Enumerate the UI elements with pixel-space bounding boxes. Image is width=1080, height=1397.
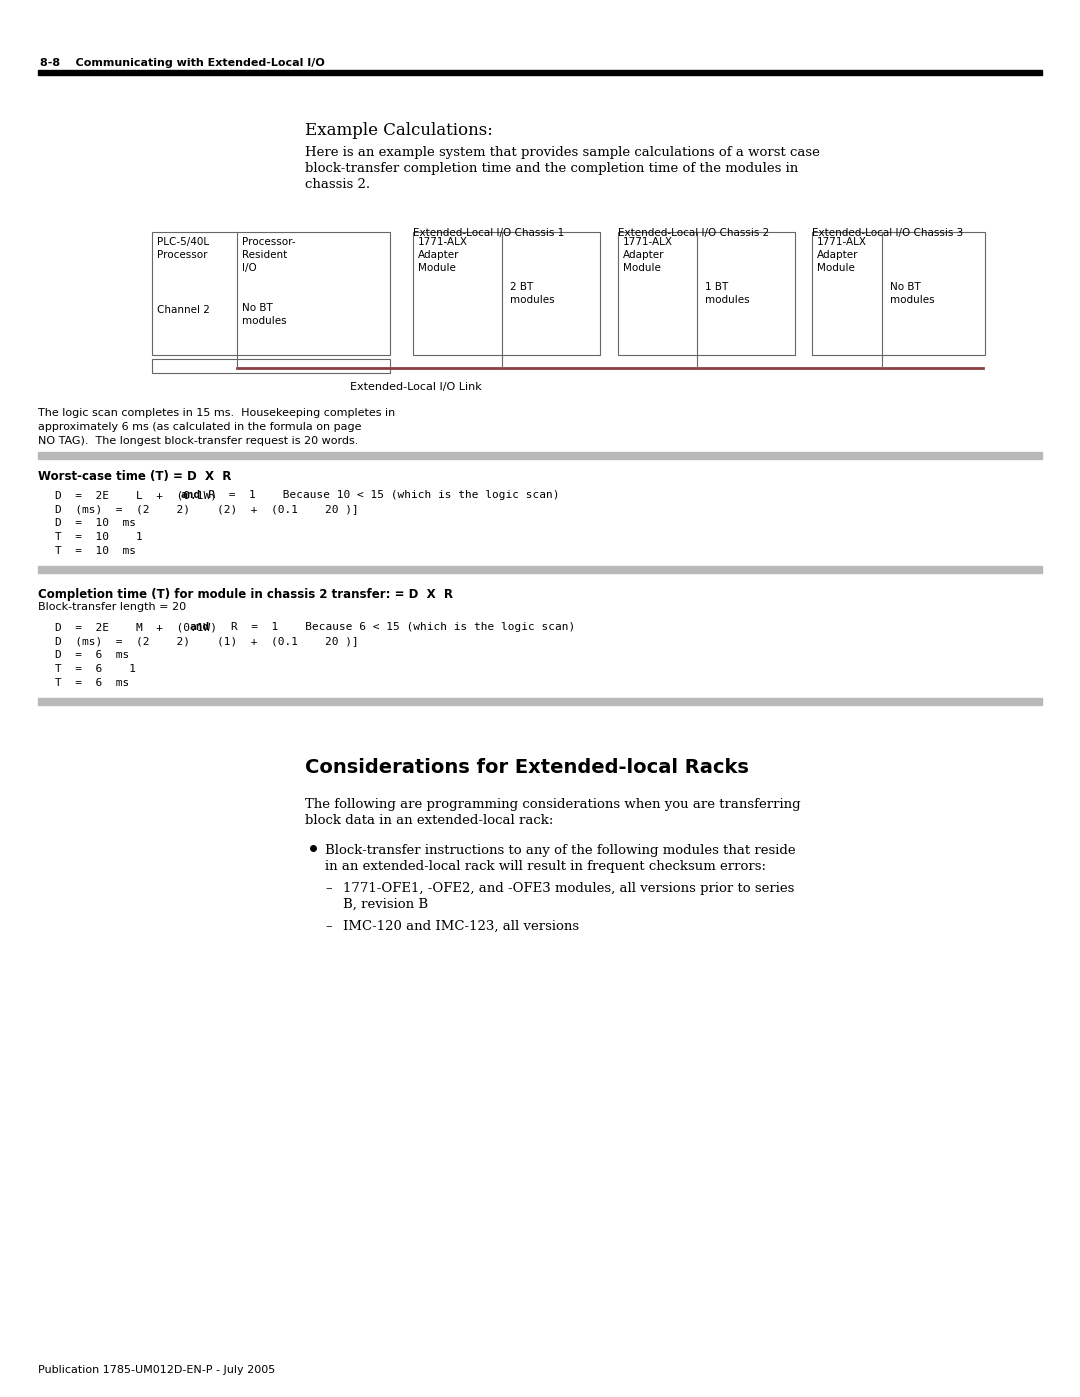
Text: Adapter: Adapter xyxy=(623,250,664,260)
Text: T  =  6  ms: T = 6 ms xyxy=(55,678,130,687)
Text: Completion time (T) for module in chassis 2 transfer: = D  X  R: Completion time (T) for module in chassi… xyxy=(38,588,453,601)
Text: Processor-: Processor- xyxy=(242,237,296,247)
Bar xyxy=(38,566,1042,573)
Text: No BT: No BT xyxy=(242,303,273,313)
Text: block data in an extended-local rack:: block data in an extended-local rack: xyxy=(305,814,553,827)
Text: Block-transfer instructions to any of the following modules that reside: Block-transfer instructions to any of th… xyxy=(325,844,796,856)
Text: chassis 2.: chassis 2. xyxy=(305,177,370,191)
Bar xyxy=(38,453,1042,460)
Text: I/O: I/O xyxy=(242,263,257,272)
Text: D  (ms)  =  (2    2)    (2)  +  (0.1    20 )]: D (ms) = (2 2) (2) + (0.1 20 )] xyxy=(55,504,359,514)
Text: Worst-case time (T) = D  X  R: Worst-case time (T) = D X R xyxy=(38,469,231,483)
Bar xyxy=(38,698,1042,705)
Text: modules: modules xyxy=(510,295,555,305)
Text: block-transfer completion time and the completion time of the modules in: block-transfer completion time and the c… xyxy=(305,162,798,175)
Text: approximately 6 ms (as calculated in the formula on page: approximately 6 ms (as calculated in the… xyxy=(38,422,362,432)
Text: Processor: Processor xyxy=(157,250,207,260)
Text: –: – xyxy=(325,882,332,895)
Text: Module: Module xyxy=(623,263,661,272)
Text: D  =  2E    M  +  (0.1W): D = 2E M + (0.1W) xyxy=(55,622,244,631)
Bar xyxy=(38,70,1042,75)
Text: Channel 2: Channel 2 xyxy=(157,305,210,314)
Bar xyxy=(618,232,795,355)
Text: Here is an example system that provides sample calculations of a worst case: Here is an example system that provides … xyxy=(305,147,820,159)
Text: modules: modules xyxy=(242,316,286,326)
Text: The following are programming considerations when you are transferring: The following are programming considerat… xyxy=(305,798,800,812)
Text: D  (ms)  =  (2    2)    (1)  +  (0.1    20 )]: D (ms) = (2 2) (1) + (0.1 20 )] xyxy=(55,636,359,645)
Text: No BT: No BT xyxy=(890,282,921,292)
Text: Extended-Local I/O Chassis 2: Extended-Local I/O Chassis 2 xyxy=(618,228,769,237)
Text: Extended-Local I/O Chassis 3: Extended-Local I/O Chassis 3 xyxy=(812,228,963,237)
Text: 1 BT: 1 BT xyxy=(705,282,728,292)
Text: IMC-120 and IMC-123, all versions: IMC-120 and IMC-123, all versions xyxy=(343,921,579,933)
Text: D  =  6  ms: D = 6 ms xyxy=(55,650,130,659)
Text: Publication 1785-UM012D-EN-P - July 2005: Publication 1785-UM012D-EN-P - July 2005 xyxy=(38,1365,275,1375)
Text: and: and xyxy=(180,490,201,500)
Text: PLC-5/40L: PLC-5/40L xyxy=(157,237,210,247)
Text: Module: Module xyxy=(816,263,855,272)
Text: modules: modules xyxy=(890,295,934,305)
Text: R  =  1    Because 6 < 15 (which is the logic scan): R = 1 Because 6 < 15 (which is the logic… xyxy=(204,622,576,631)
Bar xyxy=(152,363,390,377)
Bar xyxy=(152,359,390,373)
Text: 1771-ALX: 1771-ALX xyxy=(418,237,468,247)
Text: Adapter: Adapter xyxy=(816,250,859,260)
Text: D  =  10  ms: D = 10 ms xyxy=(55,518,136,528)
Text: Extended-Local I/O Link: Extended-Local I/O Link xyxy=(350,381,482,393)
Text: Example Calculations:: Example Calculations: xyxy=(305,122,492,138)
Text: Considerations for Extended-local Racks: Considerations for Extended-local Racks xyxy=(305,759,748,777)
Text: The logic scan completes in 15 ms.  Housekeeping completes in: The logic scan completes in 15 ms. House… xyxy=(38,408,395,418)
Text: 1771-OFE1, -OFE2, and -OFE3 modules, all versions prior to series: 1771-OFE1, -OFE2, and -OFE3 modules, all… xyxy=(343,882,795,895)
Text: B, revision B: B, revision B xyxy=(343,898,428,911)
Text: T  =  10    1: T = 10 1 xyxy=(55,532,143,542)
Text: Resident: Resident xyxy=(242,250,287,260)
Text: Adapter: Adapter xyxy=(418,250,459,260)
Text: modules: modules xyxy=(705,295,750,305)
Text: in an extended-local rack will result in frequent checksum errors:: in an extended-local rack will result in… xyxy=(325,861,766,873)
Bar xyxy=(413,232,600,355)
Text: –: – xyxy=(325,921,332,933)
Text: Block-transfer length = 20: Block-transfer length = 20 xyxy=(38,602,186,612)
Bar xyxy=(812,232,985,355)
Text: 2 BT: 2 BT xyxy=(510,282,534,292)
Text: Module: Module xyxy=(418,263,456,272)
Text: D  =  2E    L  +  (0.1W): D = 2E L + (0.1W) xyxy=(55,490,230,500)
Text: T  =  10  ms: T = 10 ms xyxy=(55,546,136,556)
Text: NO TAG).  The longest block-transfer request is 20 words.: NO TAG). The longest block-transfer requ… xyxy=(38,436,359,446)
Text: 1771-ALX: 1771-ALX xyxy=(623,237,673,247)
Text: T  =  6    1: T = 6 1 xyxy=(55,664,136,673)
Text: 1771-ALX: 1771-ALX xyxy=(816,237,867,247)
Bar xyxy=(152,232,390,355)
Text: and: and xyxy=(190,622,211,631)
Text: 8-8    Communicating with Extended-Local I/O: 8-8 Communicating with Extended-Local I/… xyxy=(40,59,325,68)
Text: Extended-Local I/O Chassis 1: Extended-Local I/O Chassis 1 xyxy=(413,228,564,237)
Text: R  =  1    Because 10 < 15 (which is the logic scan): R = 1 Because 10 < 15 (which is the logi… xyxy=(194,490,559,500)
